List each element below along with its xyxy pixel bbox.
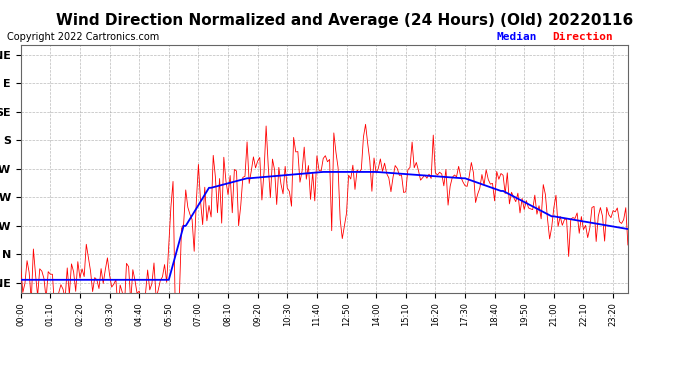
Text: Copyright 2022 Cartronics.com: Copyright 2022 Cartronics.com (7, 32, 159, 42)
Text: Median: Median (497, 32, 538, 42)
Text: Wind Direction Normalized and Average (24 Hours) (Old) 20220116: Wind Direction Normalized and Average (2… (57, 13, 633, 28)
Text: Direction: Direction (552, 32, 613, 42)
